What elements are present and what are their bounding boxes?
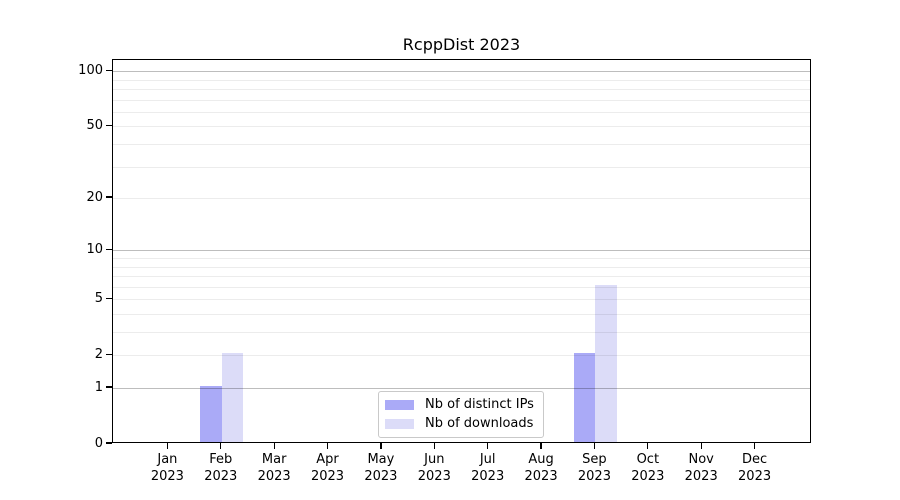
legend-swatch-downloads [385,419,414,429]
x-tick-label: Mar 2023 [257,452,291,484]
y-tick-label: 50 [86,117,103,133]
legend-swatch-distinct-ips [385,400,414,410]
x-tick-mark [487,443,489,449]
bars-layer [113,60,810,442]
y-tick-label: 5 [94,290,103,306]
legend-entry-distinct-ips: Nb of distinct IPs [385,397,534,413]
x-tick-label: Dec 2023 [738,452,772,484]
x-tick-label: Apr 2023 [310,452,345,484]
x-tick-mark [700,443,702,449]
x-tick-label: Feb 2023 [204,452,238,484]
y-tick-mark [106,196,112,198]
x-tick-mark [380,443,382,449]
plot-area [112,59,811,443]
legend: Nb of distinct IPs Nb of downloads [378,391,544,438]
x-tick-mark [326,443,329,449]
major-gridline [113,388,810,389]
y-tick-mark [106,124,112,127]
y-tick-mark [106,297,112,299]
y-tick-mark [106,248,112,250]
y-tick-label: 20 [86,189,103,205]
y-tick-label: 2 [94,346,103,362]
x-tick-mark [433,443,435,449]
legend-label-distinct-ips: Nb of distinct IPs [425,397,534,412]
minor-gridline [113,79,810,81]
x-tick-label: Jun 2023 [417,452,451,484]
x-tick-label: Aug 2023 [524,452,558,484]
legend-entry-downloads: Nb of downloads [385,416,534,432]
y-tick-label: 100 [78,62,103,78]
x-tick-mark [593,443,596,449]
bar-nb-of-downloads [221,353,244,442]
minor-gridline [113,99,810,101]
x-tick-mark [540,443,542,449]
minor-gridline [113,126,810,128]
legend-label-downloads: Nb of downloads [425,416,534,431]
bar-nb-of-distinct-ips [200,386,222,442]
y-tick-mark [106,353,112,355]
x-tick-mark [166,443,169,449]
x-tick-label: Jul 2023 [471,452,505,484]
minor-gridline [113,166,810,168]
y-tick-label: 10 [86,241,103,257]
minor-gridline [113,286,810,288]
x-tick-label: Oct 2023 [631,452,665,484]
y-tick-mark [106,442,112,444]
gridlines-layer [113,60,810,442]
minor-gridline [113,198,810,200]
minor-gridline [113,276,810,278]
x-tick-label: Sep 2023 [577,452,611,484]
minor-gridline [113,257,810,259]
minor-gridline [113,313,810,315]
x-tick-mark [647,443,649,449]
y-tick-label: 1 [94,379,103,395]
major-gridline [113,71,810,73]
major-gridline [113,250,810,252]
minor-gridline [113,266,810,268]
bar-nb-of-distinct-ips [574,353,596,442]
y-tick-mark [106,69,112,71]
x-tick-mark [220,443,222,449]
minor-gridline [113,355,810,357]
y-tick-mark [106,386,112,388]
minor-gridline [113,111,810,113]
x-tick-label: Nov 2023 [684,452,718,484]
chart-title: RcppDist 2023 [402,35,521,54]
minor-gridline [113,332,810,333]
x-tick-label: May 2023 [364,452,398,484]
minor-gridline [113,299,810,301]
x-tick-mark [273,443,275,449]
x-tick-mark [753,443,756,449]
x-tick-label: Jan 2023 [150,452,184,484]
minor-gridline [113,144,810,145]
minor-gridline [113,89,810,90]
bar-nb-of-downloads [595,284,617,442]
y-tick-label: 0 [94,435,103,451]
